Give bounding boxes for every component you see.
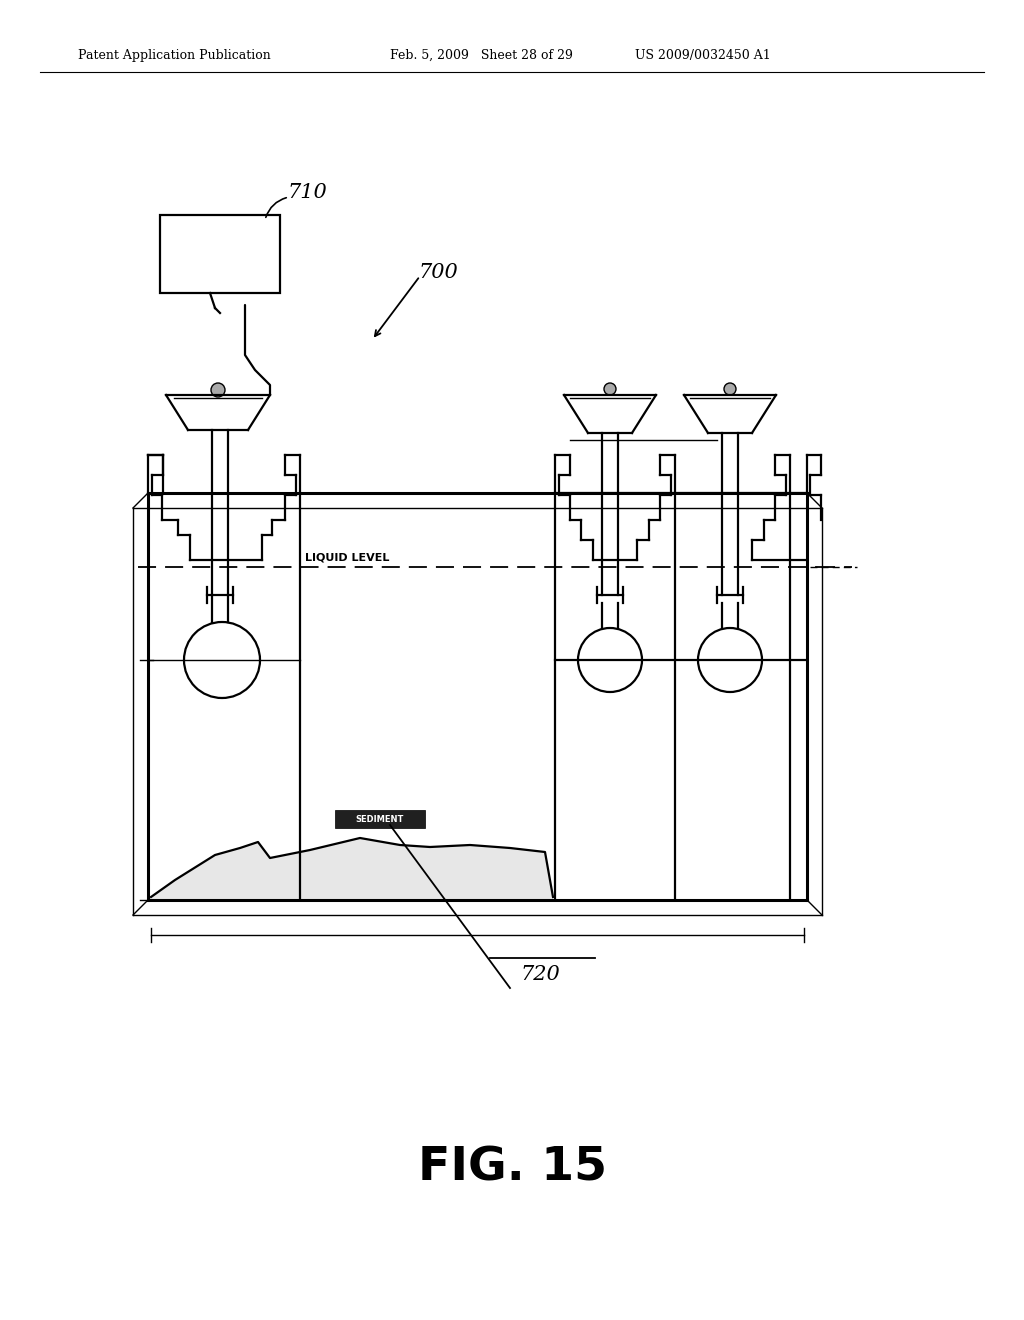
Text: 710: 710 <box>287 182 327 202</box>
Text: 700: 700 <box>418 263 458 281</box>
Polygon shape <box>151 838 553 900</box>
Text: FIG. 15: FIG. 15 <box>418 1146 606 1191</box>
Text: SEDIMENT: SEDIMENT <box>355 814 404 824</box>
Text: 720: 720 <box>520 965 560 985</box>
Circle shape <box>604 383 616 395</box>
Circle shape <box>724 383 736 395</box>
Text: LIQUID LEVEL: LIQUID LEVEL <box>305 553 389 564</box>
Circle shape <box>211 383 225 397</box>
Bar <box>160 215 280 293</box>
Text: Feb. 5, 2009   Sheet 28 of 29: Feb. 5, 2009 Sheet 28 of 29 <box>390 49 572 62</box>
Bar <box>335 810 425 828</box>
Text: US 2009/0032450 A1: US 2009/0032450 A1 <box>635 49 771 62</box>
Text: Patent Application Publication: Patent Application Publication <box>78 49 270 62</box>
